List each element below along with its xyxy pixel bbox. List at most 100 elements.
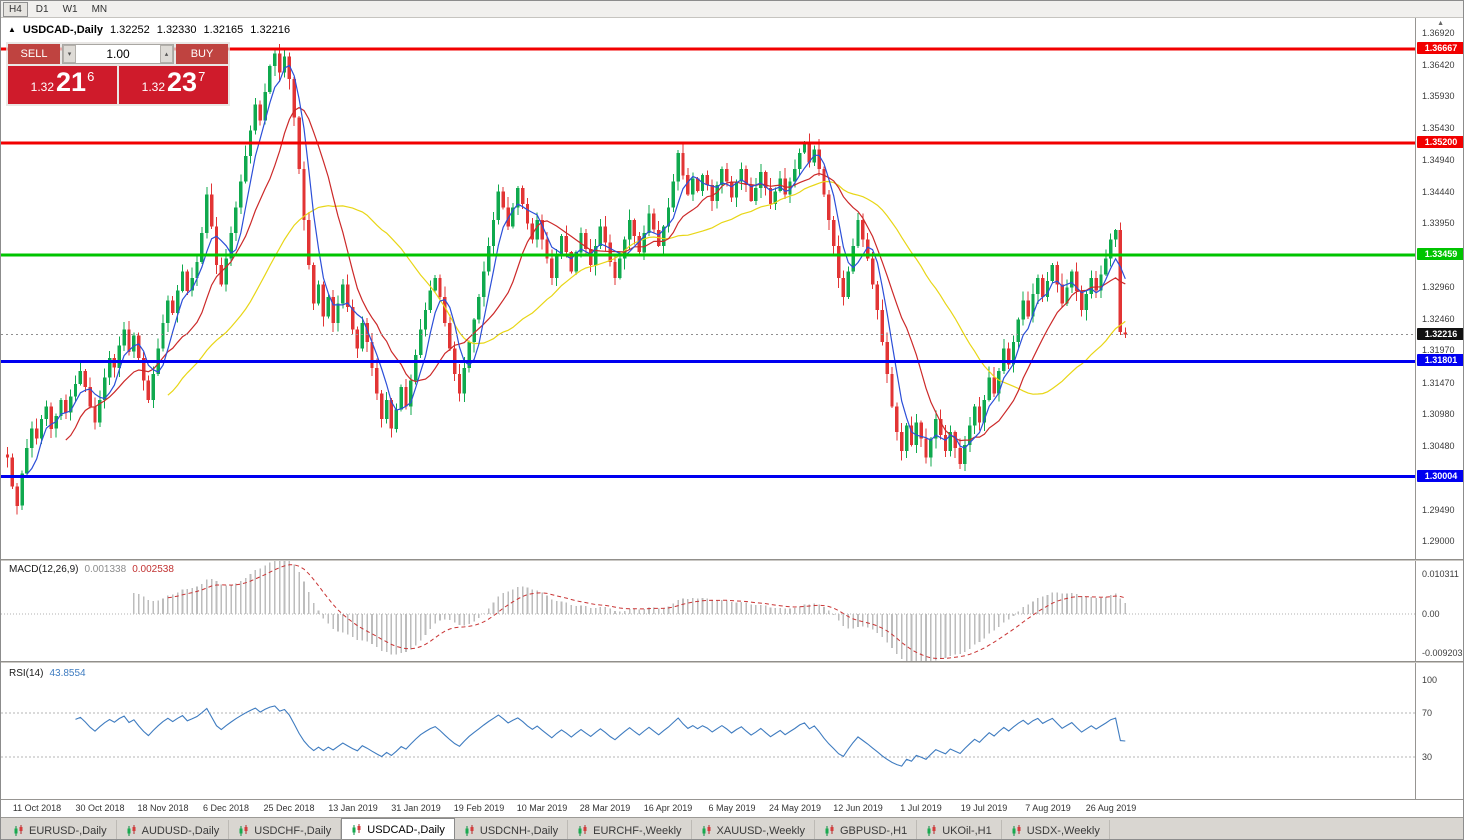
rsi-label: RSI(14) 43.8554 xyxy=(9,668,86,679)
macd-indicator-panel[interactable] xyxy=(1,561,1415,661)
chart-tab-XAUUSD-Weekly[interactable]: XAUUSD-,Weekly xyxy=(692,820,815,839)
chart-tab-bar: EURUSD-,Daily AUDUSD-,Daily USDCHF-,Daily U… xyxy=(1,817,1463,839)
chart-tab-label: USDCHF-,Daily xyxy=(254,824,332,837)
date-label: 19 Jul 2019 xyxy=(960,803,1008,813)
price-level-label: 1.35200 xyxy=(1417,136,1463,148)
date-label: 7 Aug 2019 xyxy=(1025,803,1071,813)
rsi-indicator-panel[interactable] xyxy=(1,663,1415,799)
price-tick: 1.29000 xyxy=(1422,536,1455,546)
ohlc-low: 1.32165 xyxy=(203,24,244,36)
price-tick: 1.31470 xyxy=(1422,378,1455,388)
chart-tab-UKOil-H1[interactable]: UKOil-,H1 xyxy=(917,820,1002,839)
chart-tab-USDCHF-Daily[interactable]: USDCHF-,Daily xyxy=(229,820,342,839)
date-label: 10 Mar 2019 xyxy=(516,803,568,813)
chart-tab-GBPUSD-H1[interactable]: GBPUSD-,H1 xyxy=(815,820,918,839)
volume-decrease-button[interactable]: ▾ xyxy=(63,45,76,63)
price-tick: 1.35430 xyxy=(1422,123,1455,133)
macd-chart xyxy=(1,561,1415,661)
candlestick-chart[interactable] xyxy=(1,18,1415,559)
date-label: 31 Jan 2019 xyxy=(391,803,441,813)
chart-tab-EURUSD-Daily[interactable]: EURUSD-,Daily xyxy=(4,820,117,839)
chart-tab-USDX-Weekly[interactable]: USDX-,Weekly xyxy=(1002,820,1110,839)
macd-axis: 0.010311 0.00 -0.0092031 xyxy=(1415,561,1464,661)
mini-chart-icon xyxy=(1012,824,1021,836)
date-label: 30 Oct 2018 xyxy=(75,803,125,813)
volume-control: ▾ 1.00 ▴ xyxy=(62,44,174,64)
macd-axis-bottom: -0.0092031 xyxy=(1422,648,1464,658)
chart-tab-label: USDX-,Weekly xyxy=(1026,824,1100,837)
date-label: 1 Jul 2019 xyxy=(900,803,942,813)
mini-chart-icon xyxy=(239,824,248,836)
buy-button[interactable]: BUY xyxy=(176,44,228,64)
timeframe-button-MN[interactable]: MN xyxy=(91,3,108,15)
price-tick: 1.36920 xyxy=(1422,28,1455,38)
date-label: 25 Dec 2018 xyxy=(263,803,315,813)
rsi-axis-tick: 70 xyxy=(1422,708,1433,718)
date-label: 11 Oct 2018 xyxy=(12,803,62,813)
buy-price-prefix: 1.32 xyxy=(141,80,166,94)
mini-chart-icon xyxy=(14,824,23,836)
scroll-up-icon[interactable]: ▲ xyxy=(1437,20,1444,27)
macd-name: MACD(12,26,9) xyxy=(9,564,79,575)
sell-price-display[interactable]: 1.32 21 6 xyxy=(8,66,117,104)
moving-average-34 xyxy=(167,180,1126,396)
chart-tab-label: AUDUSD-,Daily xyxy=(141,824,220,837)
macd-axis-top: 0.010311 xyxy=(1422,569,1459,579)
sell-price-pips: 21 xyxy=(56,67,87,97)
chart-tab-USDCNH-Daily[interactable]: USDCNH-,Daily xyxy=(455,820,569,839)
chart-tab-EURCHF-Weekly[interactable]: EURCHF-,Weekly xyxy=(568,820,692,839)
price-tick: 1.35930 xyxy=(1422,91,1455,101)
timeframe-button-D1[interactable]: D1 xyxy=(35,3,49,15)
chart-tab-label: XAUUSD-,Weekly xyxy=(716,824,805,837)
macd-signal-line xyxy=(167,564,1126,660)
current-price-label: 1.32216 xyxy=(1417,328,1463,340)
ohlc-close: 1.32216 xyxy=(250,24,291,36)
date-label: 26 Aug 2019 xyxy=(1085,803,1137,813)
macd-main-value: 0.001338 xyxy=(84,564,127,575)
panel-separator[interactable] xyxy=(1,559,1463,561)
price-level-label: 1.33459 xyxy=(1417,248,1463,260)
buy-price-display[interactable]: 1.32 23 7 xyxy=(119,66,228,104)
chart-tab-label: EURUSD-,Daily xyxy=(29,824,107,837)
chart-tab-USDCAD-Daily[interactable]: USDCAD-,Daily xyxy=(341,818,455,839)
mini-chart-icon xyxy=(825,824,834,836)
sell-price-prefix: 1.32 xyxy=(30,80,55,94)
price-tick: 1.30980 xyxy=(1422,409,1455,419)
macd-signal-value: 0.002538 xyxy=(132,564,174,575)
price-chart-panel[interactable] xyxy=(1,18,1415,559)
chart-tab-AUDUSD-Daily[interactable]: AUDUSD-,Daily xyxy=(117,820,230,839)
ohlc-high: 1.32330 xyxy=(156,24,197,36)
rsi-line xyxy=(75,705,1126,767)
rsi-name: RSI(14) xyxy=(9,668,44,679)
buy-price-point: 7 xyxy=(198,69,206,84)
candles xyxy=(5,43,1127,515)
timeframe-button-W1[interactable]: W1 xyxy=(62,3,78,15)
price-level-label: 1.31801 xyxy=(1417,354,1463,366)
date-label: 6 Dec 2018 xyxy=(202,803,250,813)
chart-tab-label: GBPUSD-,H1 xyxy=(839,824,908,837)
price-tick: 1.33950 xyxy=(1422,218,1455,228)
chart-title: ▲ USDCAD-,Daily 1.32252 1.32330 1.32165 … xyxy=(8,24,290,36)
panel-separator[interactable] xyxy=(1,661,1463,663)
rsi-axis-tick: 100 xyxy=(1422,675,1438,685)
price-tick: 1.31970 xyxy=(1422,345,1455,355)
macd-axis-zero: 0.00 xyxy=(1422,609,1440,619)
price-tick: 1.32960 xyxy=(1422,282,1455,292)
date-label: 28 Mar 2019 xyxy=(579,803,631,813)
rsi-value: 43.8554 xyxy=(49,668,86,679)
mini-chart-icon xyxy=(578,824,587,836)
ohlc-open: 1.32252 xyxy=(110,24,150,36)
sell-button[interactable]: SELL xyxy=(8,44,60,64)
date-label: 18 Nov 2018 xyxy=(137,803,189,813)
date-label: 19 Feb 2019 xyxy=(453,803,505,813)
timeframe-button-H4[interactable]: H4 xyxy=(3,1,28,17)
date-label: 6 May 2019 xyxy=(708,803,756,813)
chart-tab-label: USDCNH-,Daily xyxy=(479,824,559,837)
date-label: 16 Apr 2019 xyxy=(643,803,693,813)
price-tick: 1.36420 xyxy=(1422,60,1455,70)
volume-increase-button[interactable]: ▴ xyxy=(160,45,173,63)
price-tick: 1.34440 xyxy=(1422,187,1455,197)
volume-input[interactable]: 1.00 xyxy=(106,47,130,61)
sell-price-point: 6 xyxy=(87,69,95,84)
